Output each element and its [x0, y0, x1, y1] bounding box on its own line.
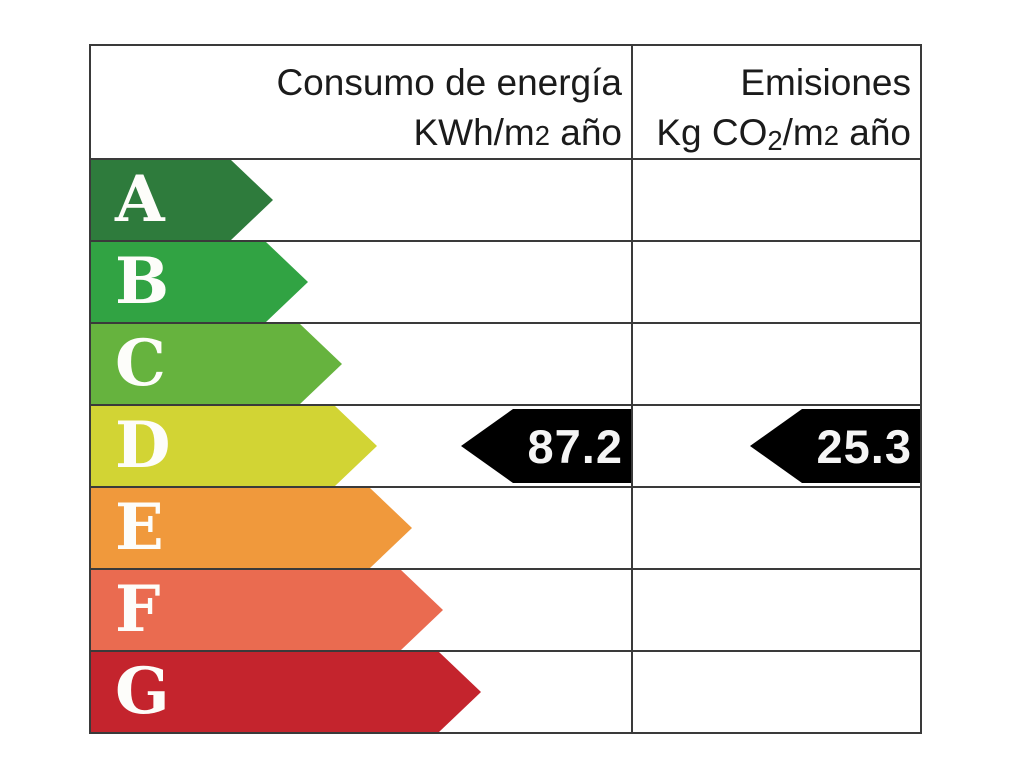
grade-arrow-a: A — [91, 160, 273, 240]
grade-row-b: B — [91, 242, 920, 324]
emisiones-cell — [633, 488, 920, 568]
consumo-units: KWh/m2 año — [413, 112, 622, 153]
emisiones-header-text: Emisiones Kg CO2/m2 año — [656, 58, 911, 166]
emisiones-cell — [633, 570, 920, 650]
grade-arrow-d: D — [91, 406, 377, 486]
grade-row-f: F — [91, 570, 920, 652]
emisiones-value: 25.3 — [816, 419, 912, 473]
grade-row-d: D 87.2 25.3 — [91, 406, 920, 488]
header-cell-consumo: Consumo de energía KWh/m2 año — [91, 46, 633, 158]
squared-sup: 2 — [534, 120, 550, 151]
scale-cell: B — [91, 242, 633, 322]
scale-cell: D 87.2 — [91, 406, 633, 486]
grade-letter-f: F — [115, 572, 161, 647]
grade-row-c: C — [91, 324, 920, 406]
grade-arrow-e: E — [91, 488, 412, 568]
emisiones-units: Kg CO2/m2 año — [656, 112, 911, 156]
grade-letter-c: C — [115, 326, 166, 401]
emisiones-title: Emisiones — [740, 62, 911, 103]
scale-cell: F — [91, 570, 633, 650]
co2-sub: 2 — [767, 124, 783, 156]
consumo-title: Consumo de energía — [276, 62, 622, 103]
grade-arrow-c: C — [91, 324, 342, 404]
grade-letter-a: A — [115, 162, 165, 237]
emisiones-value-pointer: 25.3 — [750, 409, 920, 483]
scale-cell: C — [91, 324, 633, 404]
grade-row-e: E — [91, 488, 920, 570]
emisiones-cell — [633, 160, 920, 240]
emisiones-cell — [633, 242, 920, 322]
grade-arrow-f: F — [91, 570, 443, 650]
header-cell-emisiones: Emisiones Kg CO2/m2 año — [633, 46, 920, 158]
scale-cell: E — [91, 488, 633, 568]
consumo-value: 87.2 — [527, 419, 623, 473]
emisiones-cell — [633, 652, 920, 732]
grade-row-a: A — [91, 160, 920, 242]
grade-letter-d: D — [115, 408, 171, 483]
grade-row-g: G — [91, 652, 920, 732]
squared-sup: 2 — [823, 120, 839, 151]
scale-cell: A — [91, 160, 633, 240]
emisiones-cell — [633, 324, 920, 404]
consumo-header-text: Consumo de energía KWh/m2 año — [276, 58, 622, 161]
rating-table: Consumo de energía KWh/m2 año Emisiones Kg… — [89, 44, 922, 734]
emisiones-cell: 25.3 — [633, 406, 920, 486]
grade-letter-e: E — [115, 490, 164, 565]
table-header-row: Consumo de energía KWh/m2 año Emisiones Kg… — [91, 46, 920, 160]
consumo-value-pointer: 87.2 — [461, 409, 631, 483]
scale-cell: G — [91, 652, 633, 732]
grade-arrow-b: B — [91, 242, 308, 322]
grade-arrow-g: G — [91, 652, 481, 732]
grade-letter-b: B — [115, 244, 170, 319]
grade-letter-g: G — [115, 654, 170, 729]
